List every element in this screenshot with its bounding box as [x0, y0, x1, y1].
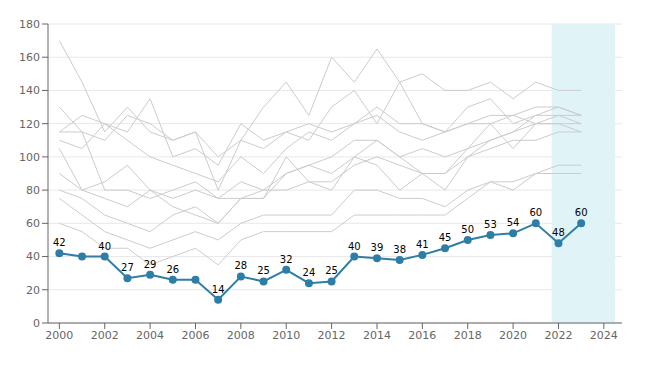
svg-text:53: 53 — [484, 219, 497, 230]
svg-text:45: 45 — [439, 232, 452, 243]
svg-text:38: 38 — [393, 244, 406, 255]
svg-text:50: 50 — [461, 224, 474, 235]
svg-text:60: 60 — [575, 207, 588, 218]
svg-text:80: 80 — [26, 184, 40, 197]
svg-text:39: 39 — [371, 242, 384, 253]
svg-text:28: 28 — [234, 260, 247, 271]
svg-text:2022: 2022 — [544, 329, 572, 342]
svg-text:2010: 2010 — [272, 329, 300, 342]
svg-text:42: 42 — [53, 237, 66, 248]
svg-text:41: 41 — [416, 239, 429, 250]
svg-text:2018: 2018 — [454, 329, 482, 342]
svg-text:140: 140 — [19, 84, 40, 97]
svg-text:120: 120 — [19, 118, 40, 131]
svg-text:2014: 2014 — [363, 329, 391, 342]
svg-text:60: 60 — [529, 207, 542, 218]
svg-text:160: 160 — [19, 51, 40, 64]
svg-text:2002: 2002 — [91, 329, 119, 342]
svg-text:40: 40 — [348, 241, 361, 252]
svg-text:100: 100 — [19, 151, 40, 164]
svg-text:2000: 2000 — [45, 329, 73, 342]
svg-text:24: 24 — [303, 267, 316, 278]
svg-text:2016: 2016 — [408, 329, 436, 342]
svg-text:2008: 2008 — [227, 329, 255, 342]
svg-text:2012: 2012 — [318, 329, 346, 342]
svg-text:20: 20 — [26, 284, 40, 297]
svg-text:2024: 2024 — [590, 329, 618, 342]
svg-text:25: 25 — [257, 265, 270, 276]
svg-text:54: 54 — [507, 217, 520, 228]
svg-text:40: 40 — [98, 241, 111, 252]
svg-text:40: 40 — [26, 250, 40, 263]
svg-text:26: 26 — [166, 264, 179, 275]
svg-text:27: 27 — [121, 262, 134, 273]
svg-text:25: 25 — [325, 265, 338, 276]
svg-text:48: 48 — [552, 227, 565, 238]
svg-text:29: 29 — [144, 259, 157, 270]
svg-text:14: 14 — [212, 284, 225, 295]
svg-text:2006: 2006 — [181, 329, 209, 342]
svg-text:180: 180 — [19, 18, 40, 31]
svg-text:0: 0 — [33, 317, 40, 330]
svg-text:60: 60 — [26, 217, 40, 230]
svg-text:32: 32 — [280, 254, 293, 265]
svg-text:2004: 2004 — [136, 329, 164, 342]
svg-text:2020: 2020 — [499, 329, 527, 342]
